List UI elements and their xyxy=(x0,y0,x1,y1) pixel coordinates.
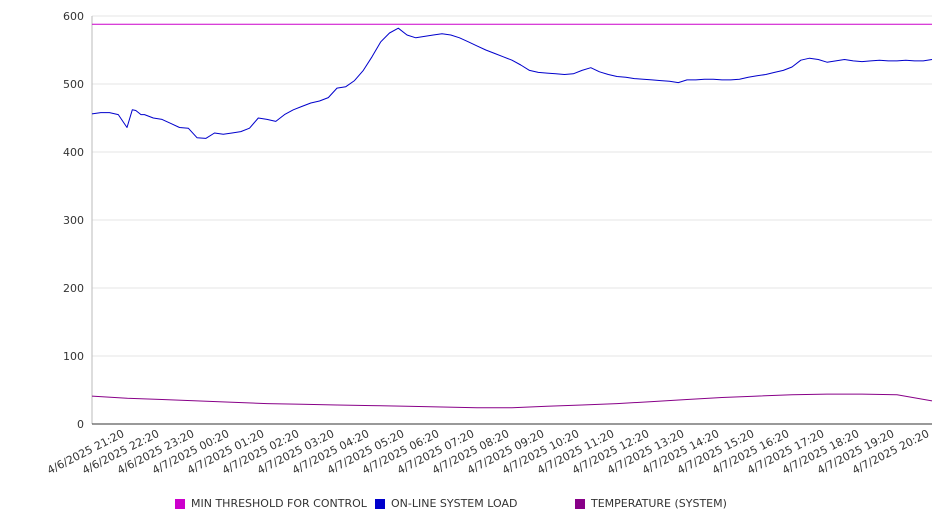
y-tick-label: 600 xyxy=(63,10,84,23)
gridlines xyxy=(92,15,932,425)
y-axis-ticks: 0 100 200 300 400 500 600 xyxy=(63,10,84,431)
x-axis-ticks: 4/6/2025 21:204/6/2025 22:204/6/2025 23:… xyxy=(45,427,931,477)
y-tick-label: 300 xyxy=(63,214,84,227)
legend-swatch xyxy=(175,498,185,509)
y-tick-label: 500 xyxy=(63,78,84,91)
legend-swatch xyxy=(375,498,385,509)
axes xyxy=(91,16,932,425)
legend: MIN THRESHOLD FOR CONTROL ON-LINE SYSTEM … xyxy=(0,497,946,515)
y-tick-label: 200 xyxy=(63,282,84,295)
y-tick-label: 400 xyxy=(63,146,84,159)
legend-label: TEMPERATURE (SYSTEM) xyxy=(591,497,727,510)
legend-item[interactable]: ON-LINE SYSTEM LOAD xyxy=(375,497,517,510)
legend-label: ON-LINE SYSTEM LOAD xyxy=(391,497,518,510)
series-lines xyxy=(91,23,933,409)
legend-item[interactable]: TEMPERATURE (SYSTEM) xyxy=(575,497,727,510)
series-line-1 xyxy=(91,27,933,139)
y-tick-label: 100 xyxy=(63,350,84,363)
y-tick-label: 0 xyxy=(77,418,84,431)
legend-swatch xyxy=(575,498,585,509)
series-line-2 xyxy=(91,393,933,409)
legend-label: MIN THRESHOLD FOR CONTROL xyxy=(191,497,367,510)
legend-item[interactable]: MIN THRESHOLD FOR CONTROL xyxy=(175,497,367,510)
